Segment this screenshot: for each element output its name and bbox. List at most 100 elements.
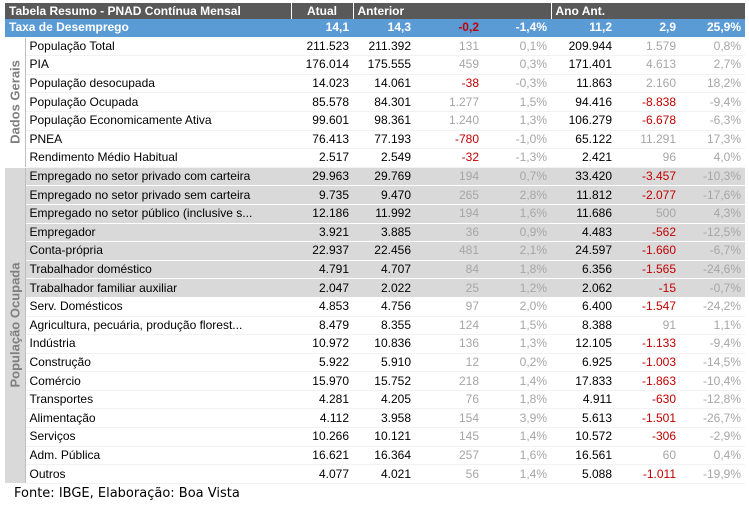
cell-diff-pct: -0,3% bbox=[483, 74, 551, 94]
cell-diff-ano-pct: 18,2% bbox=[680, 74, 745, 94]
cell-diff-pct: 1,5% bbox=[483, 316, 551, 336]
table-row: População Ocupada Empregado no setor priv… bbox=[5, 167, 745, 484]
cell-atual: 22.937 bbox=[291, 241, 353, 261]
highlight-diff-pct: -1,4% bbox=[483, 19, 551, 38]
cell-atual: 14.023 bbox=[291, 74, 353, 94]
cell-diff-ano-pct: -6,7% bbox=[680, 241, 745, 261]
cell-ano-ant: 17.833 bbox=[551, 371, 616, 391]
table-row: Rendimento Médio Habitual 2.517 2.549 -32 -1… bbox=[5, 148, 745, 168]
cell-diff-abs: 194 bbox=[415, 204, 483, 224]
cell-diff-ano-pct: 0,4% bbox=[680, 446, 745, 466]
highlight-label: Taxa de Desemprego bbox=[5, 19, 291, 38]
row-label: Conta-própria bbox=[25, 241, 291, 261]
cell-atual: 99.601 bbox=[291, 111, 353, 131]
cell-diff-ano-abs: -1.547 bbox=[616, 297, 680, 317]
cell-diff-pct: -1,0% bbox=[483, 130, 551, 150]
cell-diff-pct: 2,0% bbox=[483, 297, 551, 317]
table-row: Empregado no setor público (inclusive s.… bbox=[5, 204, 745, 224]
highlight-ano-ant: 11,2 bbox=[551, 19, 616, 38]
cell-ano-ant: 5.088 bbox=[551, 464, 616, 484]
cell-diff-ano-abs: 60 bbox=[616, 446, 680, 466]
cell-ano-ant: 16.561 bbox=[551, 446, 616, 466]
cell-anterior: 2.549 bbox=[353, 148, 415, 168]
cell-atual: 5.922 bbox=[291, 353, 353, 373]
cell-diff-ano-pct: -12,5% bbox=[680, 223, 745, 243]
cell-anterior: 2.022 bbox=[353, 278, 415, 298]
highlight-row-taxa-desemprego: Taxa de Desemprego 14,1 14,3 -0,2 -1,4% … bbox=[5, 19, 745, 38]
cell-atual: 2.047 bbox=[291, 278, 353, 298]
row-label: Indústria bbox=[25, 334, 291, 354]
cell-diff-abs: 36 bbox=[415, 223, 483, 243]
cell-anterior: 84.301 bbox=[353, 92, 415, 112]
cell-diff-pct: 1,3% bbox=[483, 111, 551, 131]
row-label: Construção bbox=[25, 353, 291, 373]
row-label: Trabalhador doméstico bbox=[25, 260, 291, 280]
cell-diff-pct: 1,3% bbox=[483, 334, 551, 354]
cell-diff-ano-pct: -9,4% bbox=[680, 334, 745, 354]
cell-anterior: 11.992 bbox=[353, 204, 415, 224]
row-label: Rendimento Médio Habitual bbox=[25, 148, 291, 168]
cell-diff-ano-abs: 96 bbox=[616, 148, 680, 168]
cell-diff-ano-abs: -6.678 bbox=[616, 111, 680, 131]
cell-diff-abs: 194 bbox=[415, 167, 483, 187]
table-row: Empregado no setor privado sem carteira 9… bbox=[5, 185, 745, 205]
cell-diff-abs: 257 bbox=[415, 446, 483, 466]
table-row: PIA 176.014 175.555 459 0,3% 171.401 4.613 2,7% bbox=[5, 55, 745, 75]
cell-diff-abs: 481 bbox=[415, 241, 483, 261]
cell-diff-ano-abs: -2.077 bbox=[616, 185, 680, 205]
cell-anterior: 9.470 bbox=[353, 185, 415, 205]
table-row: População Ocupada 85.578 84.301 1.277 1,5% 94… bbox=[5, 92, 745, 112]
cell-anterior: 5.910 bbox=[353, 353, 415, 373]
cell-diff-ano-pct: -26,7% bbox=[680, 408, 745, 429]
cell-diff-ano-pct: 0,8% bbox=[680, 37, 745, 57]
cell-diff-abs: -780 bbox=[415, 130, 483, 150]
cell-ano-ant: 94.416 bbox=[551, 92, 616, 112]
cell-anterior: 3.885 bbox=[353, 223, 415, 243]
cell-diff-abs: 145 bbox=[415, 427, 483, 447]
cell-diff-ano-abs: -1.863 bbox=[616, 371, 680, 391]
table-row: Serv. Domésticos 4.853 4.756 97 2,0% 6.400 -1.… bbox=[5, 297, 745, 317]
cell-diff-ano-pct: 4,0% bbox=[680, 148, 745, 168]
table-row: Transportes 4.281 4.205 76 1,8% 4.911 -630 -12,… bbox=[5, 390, 745, 410]
column-header-anterior: Anterior bbox=[352, 3, 551, 19]
cell-diff-pct: 1,8% bbox=[483, 390, 551, 410]
cell-ano-ant: 5.613 bbox=[551, 408, 616, 429]
cell-diff-ano-abs: -630 bbox=[616, 390, 680, 410]
highlight-diff-ano-abs: 2,9 bbox=[616, 19, 680, 38]
row-label: Serv. Domésticos bbox=[25, 297, 291, 317]
highlight-atual: 14,1 bbox=[291, 19, 353, 38]
row-label: Empregado no setor privado sem carteira bbox=[25, 185, 291, 205]
cell-diff-ano-abs: -562 bbox=[616, 223, 680, 243]
cell-ano-ant: 33.420 bbox=[551, 167, 616, 187]
cell-diff-pct: 1,4% bbox=[483, 371, 551, 391]
cell-ano-ant: 4.911 bbox=[551, 390, 616, 410]
pnad-summary-table: Tabela Resumo - PNAD Contínua Mensal Atu… bbox=[5, 3, 745, 484]
cell-diff-pct: 0,1% bbox=[483, 37, 551, 57]
table-row: Adm. Pública 16.621 16.364 257 1,6% 16.561 60 0… bbox=[5, 446, 745, 466]
row-label: População Total bbox=[25, 37, 291, 57]
cell-anterior: 16.364 bbox=[353, 446, 415, 466]
cell-diff-ano-abs: -3.457 bbox=[616, 167, 680, 187]
cell-atual: 176.014 bbox=[291, 55, 353, 75]
cell-ano-ant: 10.572 bbox=[551, 427, 616, 447]
cell-diff-abs: 1.277 bbox=[415, 92, 483, 112]
cell-diff-ano-abs: -1.011 bbox=[616, 464, 680, 484]
row-label: Comércio bbox=[25, 371, 291, 391]
cell-diff-pct: 1,5% bbox=[483, 92, 551, 112]
cell-diff-ano-pct: 4,3% bbox=[680, 204, 745, 224]
cell-anterior: 4.021 bbox=[353, 464, 415, 484]
cell-atual: 12.186 bbox=[291, 204, 353, 224]
table-row: Dados Gerais População Total 211.523 211.39… bbox=[5, 37, 745, 168]
cell-diff-abs: 76 bbox=[415, 390, 483, 410]
cell-diff-abs: 25 bbox=[415, 278, 483, 298]
cell-diff-ano-abs: -1.133 bbox=[616, 334, 680, 354]
table-row: Comércio 15.970 15.752 218 1,4% 17.833 -1.863-… bbox=[5, 371, 745, 391]
cell-anterior: 4.205 bbox=[353, 390, 415, 410]
row-label: PIA bbox=[25, 55, 291, 75]
cell-atual: 85.578 bbox=[291, 92, 353, 112]
row-label: Outros bbox=[25, 464, 291, 484]
cell-anterior: 14.061 bbox=[353, 74, 415, 94]
cell-atual: 3.921 bbox=[291, 223, 353, 243]
table-row: Construção 5.922 5.910 12 0,2% 6.925 -1.003 -14… bbox=[5, 353, 745, 373]
cell-diff-ano-pct: -10,3% bbox=[680, 167, 745, 187]
